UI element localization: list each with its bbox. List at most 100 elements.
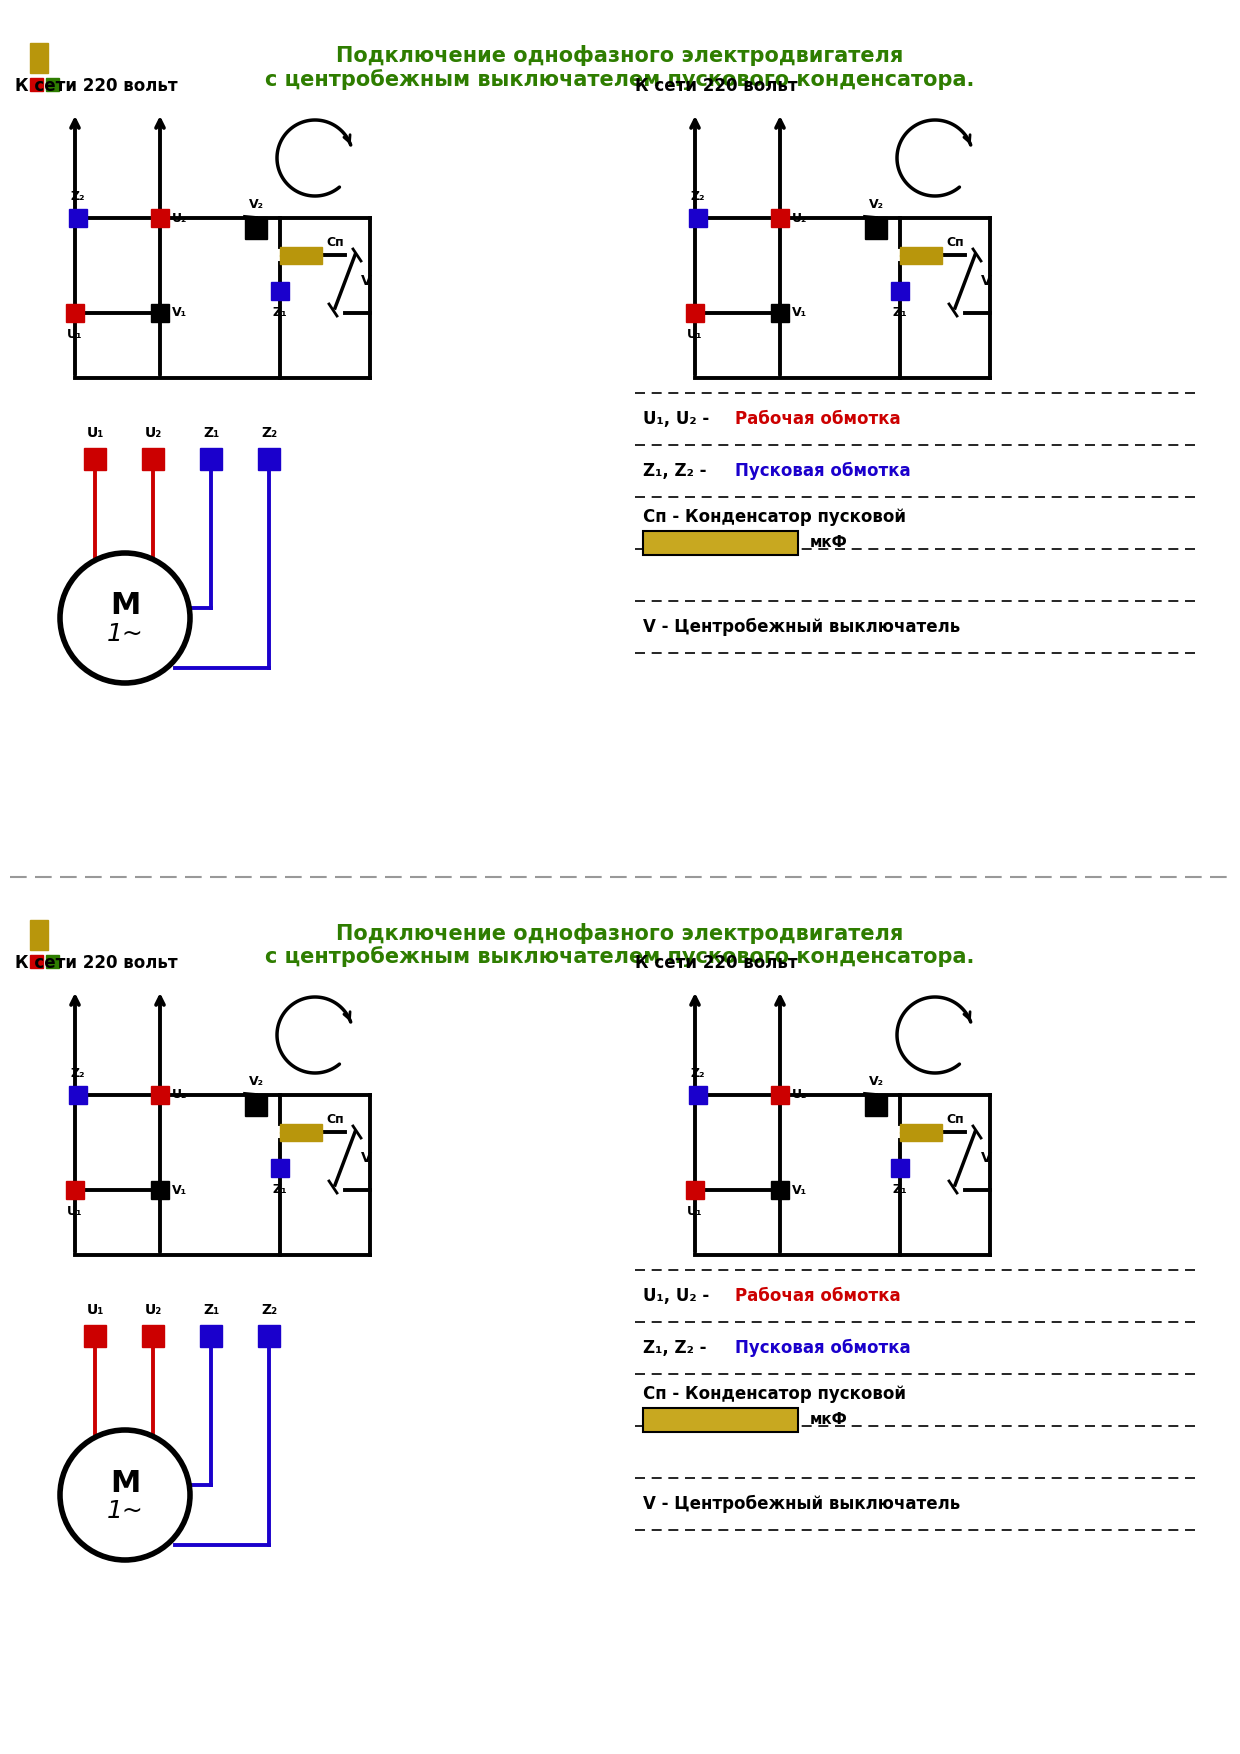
Bar: [151, 209, 169, 226]
Text: Подключение однофазного электродвигателя: Подключение однофазного электродвигателя: [336, 923, 904, 944]
Text: Cп: Cп: [326, 1114, 343, 1126]
Bar: [280, 247, 322, 256]
Text: Z₁: Z₁: [273, 305, 288, 319]
Bar: [246, 217, 267, 239]
Bar: [143, 1324, 164, 1347]
Text: U₂: U₂: [144, 426, 161, 440]
Bar: [272, 282, 289, 300]
Text: U₁, U₂ -: U₁, U₂ -: [644, 1287, 715, 1305]
Bar: [866, 217, 887, 239]
Bar: [69, 1086, 87, 1103]
Text: с центробежным выключателем пускового конденсатора.: с центробежным выключателем пускового ко…: [265, 947, 975, 968]
Text: U₂: U₂: [172, 212, 187, 225]
Text: К сети 220 вольт: К сети 220 вольт: [635, 954, 797, 972]
Bar: [644, 531, 799, 554]
Text: U₁: U₁: [687, 1205, 703, 1217]
Bar: [143, 447, 164, 470]
Text: U₂: U₂: [172, 1089, 187, 1102]
Bar: [689, 209, 707, 226]
Text: V - Центробежный выключатель: V - Центробежный выключатель: [644, 1494, 960, 1514]
Text: U₁, U₂ -: U₁, U₂ -: [644, 410, 715, 428]
Text: Z₁: Z₁: [203, 1303, 219, 1317]
Bar: [900, 254, 942, 265]
Bar: [280, 1124, 322, 1133]
Bar: [151, 1086, 169, 1103]
Bar: [200, 1324, 222, 1347]
Bar: [771, 1180, 789, 1200]
Text: Z₁: Z₁: [273, 1182, 288, 1196]
Text: V₁: V₁: [172, 1184, 187, 1196]
Text: U₁: U₁: [67, 328, 83, 340]
Text: V₂: V₂: [868, 198, 883, 210]
Text: Подключение однофазного электродвигателя: Подключение однофазного электродвигателя: [336, 46, 904, 67]
Text: Z₁: Z₁: [203, 426, 219, 440]
Text: К сети 220 вольт: К сети 220 вольт: [15, 954, 177, 972]
Bar: [200, 447, 222, 470]
Text: Пусковая обмотка: Пусковая обмотка: [735, 1338, 910, 1358]
Text: Z₁, Z₂ -: Z₁, Z₂ -: [644, 1338, 712, 1358]
Text: Z₂: Z₂: [260, 1303, 277, 1317]
Text: мкФ: мкФ: [810, 1412, 848, 1428]
Text: Z₁: Z₁: [893, 305, 908, 319]
Text: Пусковая обмотка: Пусковая обмотка: [735, 461, 910, 481]
Circle shape: [60, 553, 190, 682]
Bar: [30, 921, 48, 951]
Bar: [892, 1159, 909, 1177]
Text: Cп: Cп: [946, 1114, 963, 1126]
Bar: [30, 954, 43, 968]
Text: V: V: [981, 1151, 992, 1165]
Bar: [246, 1094, 267, 1116]
Text: V₁: V₁: [172, 307, 187, 319]
Text: мкФ: мкФ: [810, 535, 848, 551]
Bar: [900, 1131, 942, 1142]
Bar: [280, 1131, 322, 1142]
Text: Cп - Конденсатор пусковой: Cп - Конденсатор пусковой: [644, 507, 906, 526]
Text: M: M: [110, 591, 140, 621]
Bar: [66, 1180, 84, 1200]
Text: К сети 220 вольт: К сети 220 вольт: [635, 77, 797, 95]
Bar: [69, 209, 87, 226]
Bar: [151, 303, 169, 323]
Text: V₂: V₂: [248, 198, 263, 210]
Bar: [644, 1408, 799, 1431]
Text: Z₂: Z₂: [71, 189, 86, 203]
Text: Рабочая обмотка: Рабочая обмотка: [735, 1287, 900, 1305]
Bar: [258, 447, 280, 470]
Text: Cп - Конденсатор пусковой: Cп - Конденсатор пусковой: [644, 1384, 906, 1403]
Text: V₁: V₁: [792, 1184, 807, 1196]
Text: Рабочая обмотка: Рабочая обмотка: [735, 410, 900, 428]
Text: U₂: U₂: [792, 1089, 807, 1102]
Text: 1~: 1~: [107, 623, 144, 645]
Text: Cп: Cп: [946, 237, 963, 249]
Bar: [30, 77, 43, 91]
Bar: [258, 1324, 280, 1347]
Text: 1~: 1~: [107, 1500, 144, 1522]
Bar: [46, 77, 60, 91]
Text: V: V: [981, 274, 992, 288]
Text: U₁: U₁: [87, 426, 104, 440]
Text: V: V: [361, 274, 372, 288]
Text: U₁: U₁: [687, 328, 703, 340]
Text: с центробежным выключателем пускового конденсатора.: с центробежным выключателем пускового ко…: [265, 70, 975, 91]
Bar: [892, 282, 909, 300]
Bar: [66, 303, 84, 323]
Bar: [46, 954, 60, 968]
Bar: [272, 1159, 289, 1177]
Bar: [771, 209, 789, 226]
Text: V - Центробежный выключатель: V - Центробежный выключатель: [644, 617, 960, 637]
Text: U₁: U₁: [67, 1205, 83, 1217]
Bar: [866, 1094, 887, 1116]
Text: Z₂: Z₂: [71, 1066, 86, 1080]
Text: U₂: U₂: [792, 212, 807, 225]
Bar: [686, 303, 704, 323]
Bar: [84, 1324, 105, 1347]
Text: V: V: [361, 1151, 372, 1165]
Text: V₁: V₁: [792, 307, 807, 319]
Text: V₂: V₂: [868, 1075, 883, 1087]
Bar: [771, 1086, 789, 1103]
Bar: [686, 1180, 704, 1200]
Text: U₁: U₁: [87, 1303, 104, 1317]
Bar: [900, 1124, 942, 1133]
Text: К сети 220 вольт: К сети 220 вольт: [15, 77, 177, 95]
Text: Cп: Cп: [326, 237, 343, 249]
